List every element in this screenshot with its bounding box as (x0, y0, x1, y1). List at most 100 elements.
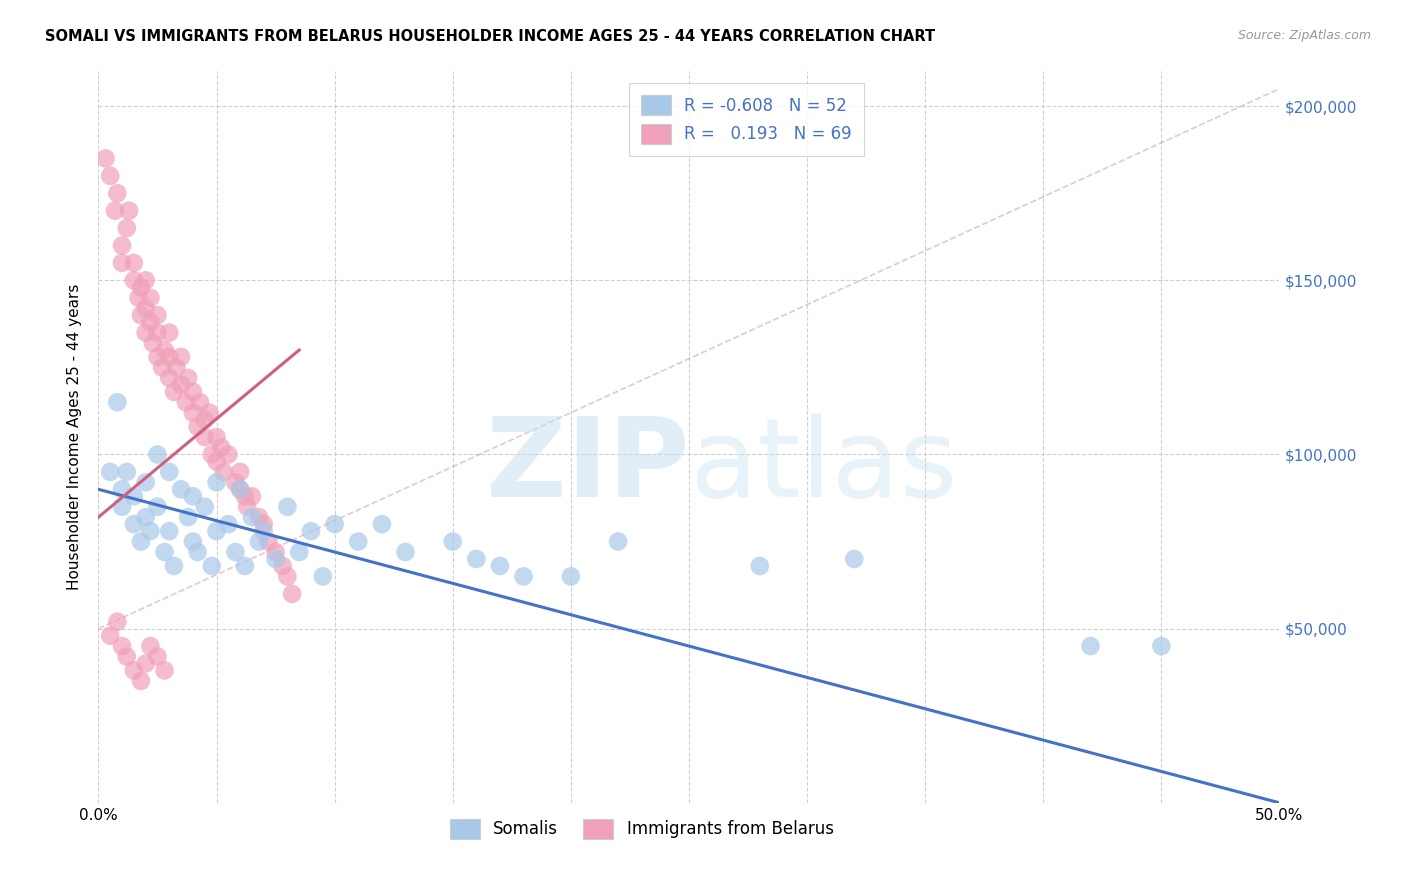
Text: SOMALI VS IMMIGRANTS FROM BELARUS HOUSEHOLDER INCOME AGES 25 - 44 YEARS CORRELAT: SOMALI VS IMMIGRANTS FROM BELARUS HOUSEH… (45, 29, 935, 44)
Point (844, 552, 866, 566)
Point (607, 534, 630, 549)
Point (135, 510, 157, 524)
Point (139, 315, 162, 329)
Text: Source: ZipAtlas.com: Source: ZipAtlas.com (1237, 29, 1371, 42)
Point (371, 517, 394, 532)
Point (181, 406, 204, 420)
Point (187, 545, 209, 559)
Point (394, 545, 416, 559)
Point (748, 558, 770, 573)
Point (288, 545, 311, 559)
Point (122, 256, 145, 270)
Point (281, 587, 304, 601)
Point (233, 489, 256, 503)
Point (153, 545, 176, 559)
Point (122, 517, 145, 532)
Point (217, 448, 239, 462)
Point (157, 350, 180, 364)
Point (181, 384, 204, 399)
Point (129, 534, 152, 549)
Point (240, 489, 263, 503)
Point (146, 350, 169, 364)
Point (105, 186, 128, 201)
Point (170, 350, 193, 364)
Point (111, 500, 134, 514)
Point (465, 552, 488, 566)
Point (115, 649, 138, 664)
Point (115, 465, 138, 479)
Point (323, 517, 346, 532)
Point (163, 558, 186, 573)
Point (139, 291, 162, 305)
Point (153, 343, 176, 357)
Point (240, 510, 263, 524)
Point (129, 308, 152, 322)
Point (111, 483, 134, 497)
Point (128, 291, 150, 305)
Point (157, 465, 180, 479)
Point (111, 256, 134, 270)
Point (229, 483, 252, 497)
Point (236, 500, 259, 514)
Point (209, 441, 232, 455)
Point (146, 308, 169, 322)
Point (129, 673, 152, 688)
Point (170, 483, 193, 497)
Point (276, 569, 298, 583)
Point (271, 558, 294, 573)
Point (170, 377, 193, 392)
Point (181, 534, 204, 549)
Point (105, 395, 128, 409)
Point (233, 558, 256, 573)
Point (157, 524, 180, 538)
Point (441, 534, 464, 549)
Point (312, 569, 335, 583)
Point (512, 569, 534, 583)
Point (157, 371, 180, 385)
Point (229, 465, 252, 479)
Point (194, 412, 217, 426)
Point (276, 500, 298, 514)
Point (201, 448, 224, 462)
Point (157, 326, 180, 340)
Point (229, 483, 252, 497)
Point (105, 615, 128, 629)
Point (104, 203, 127, 218)
Text: ZIP: ZIP (485, 413, 689, 520)
Point (188, 395, 211, 409)
Point (142, 336, 165, 351)
Point (177, 510, 200, 524)
Point (257, 534, 280, 549)
Point (98, 629, 121, 643)
Point (111, 238, 134, 252)
Point (264, 552, 287, 566)
Point (224, 545, 246, 559)
Point (1080, 639, 1102, 653)
Point (135, 475, 157, 490)
Point (165, 360, 187, 375)
Point (139, 639, 162, 653)
Point (115, 221, 138, 235)
Legend: Somalis, Immigrants from Belarus: Somalis, Immigrants from Belarus (443, 812, 841, 846)
Point (118, 203, 141, 218)
Point (98, 465, 121, 479)
Point (201, 558, 224, 573)
Point (205, 430, 228, 444)
Point (247, 510, 270, 524)
Point (122, 664, 145, 678)
Point (135, 657, 157, 671)
Point (177, 371, 200, 385)
Point (347, 534, 370, 549)
Point (122, 489, 145, 503)
Point (198, 406, 221, 420)
Point (135, 273, 157, 287)
Point (174, 395, 197, 409)
Point (98, 169, 121, 183)
Point (135, 326, 157, 340)
Point (299, 524, 322, 538)
Point (217, 517, 239, 532)
Point (247, 534, 270, 549)
Point (94, 152, 117, 166)
Point (146, 649, 169, 664)
Point (129, 280, 152, 294)
